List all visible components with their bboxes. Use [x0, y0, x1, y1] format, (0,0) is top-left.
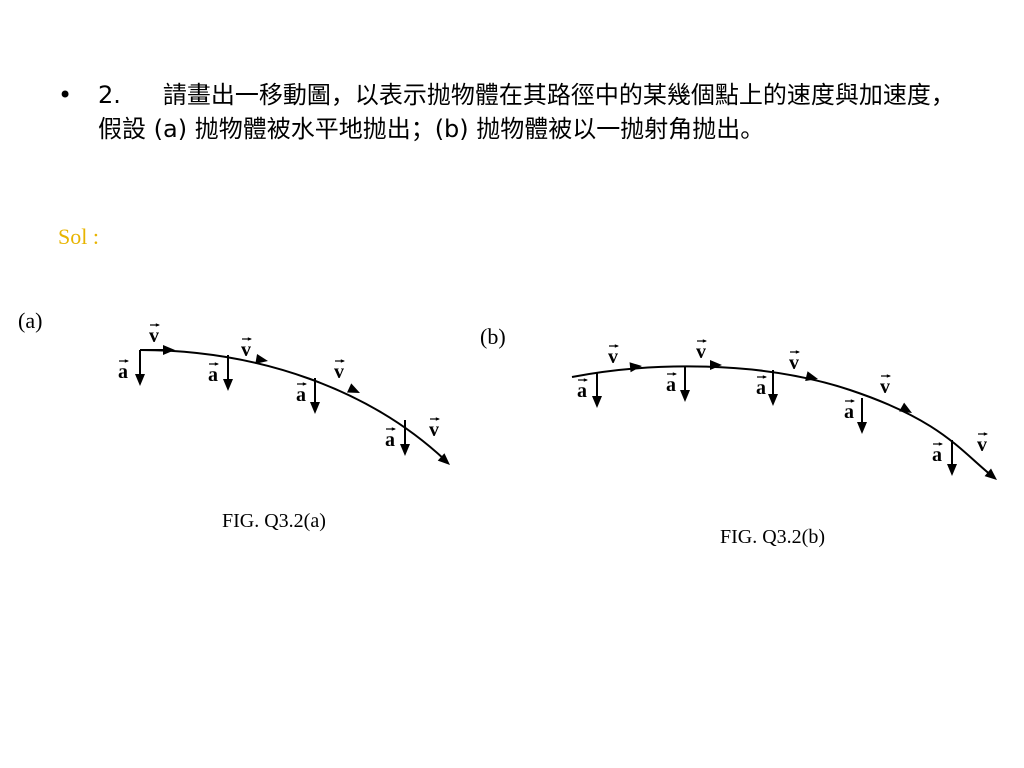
- vector-label: v: [149, 325, 159, 347]
- panel-label: (a): [18, 308, 42, 333]
- vector-label: a: [385, 429, 395, 451]
- vector-label: a: [932, 444, 942, 466]
- arrowhead: [437, 453, 450, 465]
- vector-label: a: [844, 401, 854, 423]
- arrowhead: [768, 394, 778, 406]
- caption: FIG. Q3.2(a): [222, 510, 326, 532]
- vector-label: v: [241, 339, 251, 361]
- arrowhead: [680, 390, 690, 402]
- arrowhead: [163, 345, 175, 355]
- arrowhead: [247, 337, 252, 341]
- caption: FIG. Q3.2(b): [720, 526, 825, 548]
- arrowhead: [310, 402, 320, 414]
- arrowhead: [983, 432, 988, 436]
- arrowhead: [795, 350, 800, 354]
- arrowhead: [135, 374, 145, 386]
- trajectory: [139, 349, 446, 461]
- arrowhead: [400, 444, 410, 456]
- arrowhead: [124, 359, 129, 363]
- vector-label: v: [334, 361, 344, 383]
- arrowhead: [347, 383, 360, 393]
- vector-label: a: [666, 374, 676, 396]
- arrowhead: [947, 464, 957, 476]
- vector-label: a: [296, 384, 306, 406]
- arrowhead: [592, 396, 602, 408]
- arrowhead: [805, 371, 818, 381]
- arrowhead: [255, 353, 268, 364]
- vector-label: a: [577, 380, 587, 402]
- arrowhead: [223, 379, 233, 391]
- arrowhead: [899, 402, 912, 413]
- arrowhead: [938, 442, 943, 446]
- question-text: 請畫出一移動圖，以表示抛物體在其路徑中的某幾個點上的速度與加速度，假設 (a) …: [98, 81, 955, 143]
- arrowhead: [984, 468, 997, 480]
- vector-label: v: [696, 341, 706, 363]
- arrowhead: [302, 382, 307, 386]
- arrowhead: [710, 360, 722, 370]
- vector-label: v: [608, 346, 618, 368]
- solution-label: Sol :: [58, 224, 99, 249]
- arrowhead: [391, 427, 396, 431]
- arrowhead: [614, 344, 619, 348]
- arrowhead: [672, 372, 677, 376]
- arrowhead: [583, 378, 588, 382]
- vector-label: v: [789, 352, 799, 374]
- vector-label: v: [880, 376, 890, 398]
- arrowhead: [340, 359, 345, 363]
- arrowhead: [850, 399, 855, 403]
- vector-label: a: [208, 364, 218, 386]
- vector-label: v: [977, 434, 987, 456]
- arrowhead: [155, 323, 160, 327]
- trajectory: [571, 365, 993, 477]
- arrowhead: [886, 374, 891, 378]
- panel-label: (b): [480, 324, 506, 349]
- arrowhead: [435, 417, 440, 421]
- arrowhead: [857, 422, 867, 434]
- vector-label: a: [756, 377, 766, 399]
- question-number: 2.: [98, 81, 121, 109]
- vector-label: a: [118, 361, 128, 383]
- question: 2. 請畫出一移動圖，以表示抛物體在其路徑中的某幾個點上的速度與加速度，假設 (a…: [98, 78, 968, 146]
- bullet: •: [58, 81, 73, 109]
- arrowhead: [762, 375, 767, 379]
- arrowhead: [629, 362, 642, 373]
- arrowhead: [702, 339, 707, 343]
- arrowhead: [214, 362, 219, 366]
- vector-label: v: [429, 419, 439, 441]
